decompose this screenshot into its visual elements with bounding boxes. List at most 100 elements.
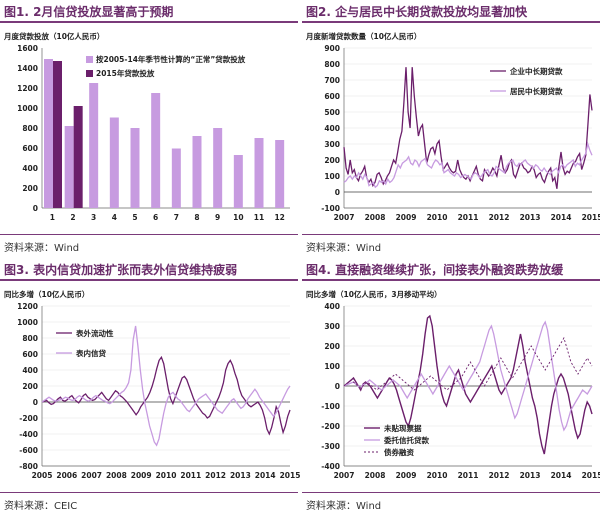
legend-label: 居民中长期贷款 (510, 86, 563, 96)
y-tick-label: 1000 (17, 104, 38, 113)
y-tick-label: 1200 (17, 84, 38, 93)
x-tick-label: 2007 (334, 213, 355, 222)
x-tick-label: 5 (132, 213, 137, 222)
title-rule (0, 279, 298, 281)
x-tick-label: 2013 (520, 213, 541, 222)
x-tick-label: 2010 (156, 471, 177, 480)
panel-3: 图3. 表内信贷加速扩张而表外信贷维持疲弱 同比多增（10亿人民币） -800 -… (0, 258, 301, 515)
panel-subtitle: 同比多增（10亿人民币） (4, 290, 90, 299)
bar-normal (171, 148, 181, 208)
legend-label: 债券融资 (384, 447, 414, 457)
x-tick-label: 2006 (56, 471, 77, 480)
bar-normal (130, 128, 140, 208)
panel-subtitle: 同比多增（10亿人民币，3月移动平均） (306, 290, 442, 299)
x-tick-label: 11 (254, 213, 264, 222)
x-tick-label: 2008 (365, 471, 386, 480)
y-tick-label: 0 (335, 382, 340, 391)
source-rule (0, 234, 298, 235)
legend-label: 委托信托贷款 (383, 435, 429, 445)
bar-normal (254, 138, 264, 208)
bar-normal (151, 93, 161, 208)
x-tick-label: 3 (91, 213, 96, 222)
y-tick-label: 600 (22, 350, 38, 359)
panel-1: 图1. 2月信贷投放显著高于预期 月度贷款投放（10亿人民币） 0 200 400 6… (0, 0, 298, 257)
x-tick-label: 7 (174, 213, 179, 222)
y-tick-label: 600 (324, 92, 340, 101)
chart-2: -100 0 100 200 300 400 500 600 700 800 900 2007 2008… (321, 44, 600, 222)
y-tick-label: 100 (324, 172, 340, 181)
y-tick-label: 1400 (17, 64, 38, 73)
x-tick-label: 6 (153, 213, 158, 222)
y-tick-label: 0 (335, 188, 340, 197)
x-tick-label: 2009 (131, 471, 152, 480)
x-tick-label: 2005 (32, 471, 53, 480)
y-tick-label: 200 (22, 382, 38, 391)
y-tick-label: 1200 (17, 302, 38, 311)
x-tick-label: 2014 (255, 471, 276, 480)
y-tick-label: 0 (33, 398, 38, 407)
bar-2015 (73, 106, 83, 208)
legend-label: 未贴现票据 (384, 423, 422, 433)
y-tick-label: -800 (19, 462, 38, 471)
y-tick-label: -300 (321, 442, 340, 451)
x-tick-label: 2015 (582, 471, 600, 480)
x-tick-label: 2008 (365, 213, 386, 222)
x-tick-label: 2009 (396, 213, 417, 222)
x-tick-label: 2008 (106, 471, 127, 480)
legend-label: 表内信贷 (76, 348, 106, 358)
y-tick-label: -200 (19, 414, 38, 423)
y-tick-label: 400 (22, 164, 38, 173)
panel-title: 图2. 企与居民中长期贷款投放均显著加快 (306, 5, 528, 19)
x-tick-label: 2007 (334, 471, 355, 480)
x-tick-label: 2013 (520, 471, 541, 480)
panel-title: 图4. 直接融资继续扩张，间接表外融资跌势放缓 (306, 263, 564, 277)
x-tick-label: 2014 (551, 471, 572, 480)
y-tick-label: 400 (324, 302, 340, 311)
y-tick-label: 100 (324, 362, 340, 371)
panel-title: 图3. 表内信贷加速扩张而表外信贷维持疲弱 (4, 263, 238, 277)
y-tick-label: 800 (22, 124, 38, 133)
series-line (343, 314, 593, 455)
x-tick-label: 2015 (582, 213, 600, 222)
series-line (343, 320, 593, 432)
series-line (41, 325, 291, 447)
bar-normal (44, 59, 53, 208)
chart-3: -800 -600 -400 -200 0 200 400 600 800 1000 1200 200… (17, 302, 301, 480)
legend-label: 按2005-14年季节性计算的“正常”贷款投放 (96, 54, 246, 64)
source-rule (0, 492, 298, 493)
x-tick-label: 2015 (280, 471, 301, 480)
y-tick-label: 400 (324, 124, 340, 133)
y-tick-label: 300 (324, 322, 340, 331)
y-tick-label: 500 (324, 108, 340, 117)
x-tick-label: 2013 (230, 471, 251, 480)
y-tick-label: 600 (22, 144, 38, 153)
panel-subtitle: 月度新增贷款数量（10亿人民币） (306, 32, 422, 41)
y-tick-label: 200 (324, 342, 340, 351)
y-tick-label: 200 (324, 156, 340, 165)
title-rule (302, 21, 600, 23)
panel-4: 图4. 直接融资继续扩张，间接表外融资跌势放缓 同比多增（10亿人民币，3月移动… (302, 258, 600, 515)
x-tick-label: 2 (70, 213, 75, 222)
x-tick-label: 1 (50, 213, 55, 222)
title-rule (0, 21, 298, 23)
x-tick-label: 2011 (458, 471, 479, 480)
x-tick-label: 2012 (489, 213, 510, 222)
x-tick-label: 2010 (427, 471, 448, 480)
panel-source: 资料来源：CEIC (4, 501, 78, 512)
legend-label: 2015年贷款投放 (96, 68, 155, 78)
y-tick-label: 200 (22, 184, 38, 193)
y-tick-label: 800 (22, 334, 38, 343)
bar-2015 (53, 61, 62, 208)
panel-subtitle: 月度贷款投放（10亿人民币） (4, 32, 105, 41)
bar-normal (275, 140, 285, 208)
x-tick-label: 2011 (180, 471, 201, 480)
legend-label: 企业中长期贷款 (509, 66, 563, 76)
y-tick-label: 400 (22, 366, 38, 375)
series-line (343, 141, 593, 189)
bar-normal (109, 117, 119, 208)
bar-normal (192, 136, 202, 208)
source-rule (302, 234, 600, 235)
x-tick-label: 2012 (205, 471, 226, 480)
y-tick-label: -400 (19, 430, 38, 439)
y-tick-label: 300 (324, 140, 340, 149)
